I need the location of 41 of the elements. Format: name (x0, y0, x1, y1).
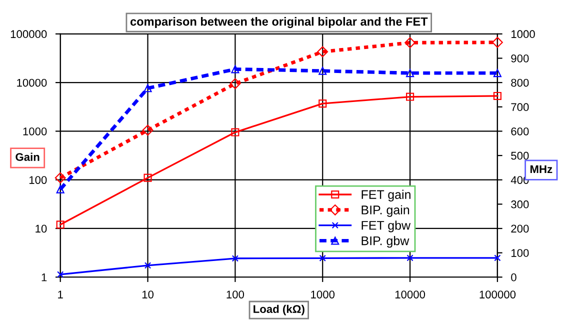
legend-label: BIP. gbw (362, 236, 410, 248)
point (231, 128, 240, 136)
x-tick-label: 1000 (311, 290, 335, 298)
y2-tick-label: 700 (511, 103, 529, 112)
point (404, 37, 416, 48)
point (230, 78, 241, 90)
legend-label: FET gain (362, 190, 410, 202)
y-tick-label: 10 (36, 224, 47, 233)
y-tick-label: 10000 (17, 78, 47, 87)
point (142, 124, 154, 136)
y2-axis-title: MHz (530, 165, 552, 173)
chart-title: comparison between the original bipolar and the FET (130, 17, 428, 28)
legend-label: FET gbw (362, 220, 411, 232)
point (492, 36, 503, 48)
y2-tick-label: 500 (511, 152, 529, 160)
point (144, 174, 152, 182)
y-tick-label: 100000 (10, 30, 47, 38)
legend-label: BIP. gain (362, 205, 410, 217)
x-tick-label: 10 (142, 290, 154, 298)
y-axis-title: Gain (16, 152, 40, 161)
x-tick-label: 1 (58, 290, 63, 298)
point (318, 100, 327, 108)
y2-tick-label: 100 (511, 249, 529, 257)
point (54, 172, 66, 184)
point (493, 92, 502, 100)
y-tick-label: 1 (42, 274, 47, 282)
x-tick-label: 100000 (480, 290, 516, 298)
x-tick-label: 10000 (395, 290, 426, 298)
y2-tick-label: 300 (511, 200, 529, 208)
x-tick-label: 100 (226, 290, 244, 298)
y2-tick-label: 800 (511, 78, 529, 87)
x-axis-title: Load (kΩ) (254, 304, 304, 316)
y2-tick-label: 1000 (511, 30, 535, 38)
y-tick-label: 1000 (23, 127, 47, 136)
y2-tick-label: 200 (511, 224, 529, 233)
y2-tick-label: 0 (511, 273, 516, 282)
point (406, 92, 414, 101)
point (317, 46, 328, 58)
y2-tick-label: 900 (511, 54, 529, 62)
y-tick-label: 100 (29, 176, 47, 184)
y2-tick-label: 600 (511, 127, 529, 136)
